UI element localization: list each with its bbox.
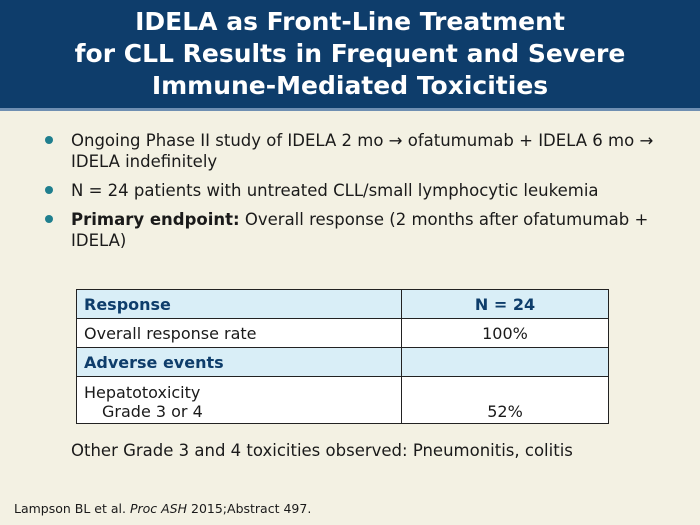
bullet-dot-icon (45, 215, 53, 223)
title-banner: IDELA as Front-Line Treatment for CLL Re… (0, 0, 700, 111)
table-section-row: Adverse events (76, 347, 609, 377)
title-line-2: for CLL Results in Frequent and Severe (74, 39, 626, 68)
citation-journal: Proc ASH (129, 501, 188, 516)
table-header-row: Response N = 24 (76, 289, 609, 319)
table-row: Hepatotoxicity Grade 3 or 4 52% (76, 376, 609, 424)
section-cell-empty (401, 347, 609, 377)
title-line-1: IDELA as Front-Line Treatment (135, 7, 565, 36)
bullet-list: Ongoing Phase II study of IDELA 2 mo → o… (45, 130, 665, 259)
bullet-text: Overall response (2 months after ofatumu… (71, 210, 649, 250)
bullet-item: Ongoing Phase II study of IDELA 2 mo → o… (45, 130, 665, 172)
bullet-text: N = 24 patients with untreated CLL/small… (71, 181, 599, 200)
citation: Lampson BL et al. Proc ASH 2015;Abstract… (14, 501, 311, 516)
row-label: Hepatotoxicity Grade 3 or 4 (76, 376, 402, 424)
header-cell-n: N = 24 (401, 289, 609, 319)
bullet-bold-text: Primary endpoint: (71, 210, 240, 229)
citation-rest: 2015;Abstract 497. (187, 501, 312, 516)
row-label: Overall response rate (76, 318, 402, 348)
citation-author: Lampson BL et al. (14, 501, 130, 516)
bullet-item: Primary endpoint: Overall response (2 mo… (45, 209, 665, 251)
row-label-sub: Grade 3 or 4 (102, 402, 203, 421)
bullet-dot-icon (45, 186, 53, 194)
section-cell-adverse-events: Adverse events (76, 347, 402, 377)
bullet-text: Ongoing Phase II study of IDELA 2 mo → o… (71, 131, 654, 171)
bullet-dot-icon (45, 136, 53, 144)
header-cell-response: Response (76, 289, 402, 319)
table-row: Overall response rate 100% (76, 318, 609, 348)
row-label-main: Hepatotoxicity (84, 383, 201, 402)
bullet-item: N = 24 patients with untreated CLL/small… (45, 180, 665, 201)
results-table: Response N = 24 Overall response rate 10… (76, 289, 609, 424)
row-value: 52% (401, 376, 609, 424)
title-line-3: Immune-Mediated Toxicities (151, 71, 549, 100)
row-value: 100% (401, 318, 609, 348)
slide-title: IDELA as Front-Line Treatment for CLL Re… (0, 6, 700, 102)
toxicity-note: Other Grade 3 and 4 toxicities observed:… (71, 441, 573, 460)
